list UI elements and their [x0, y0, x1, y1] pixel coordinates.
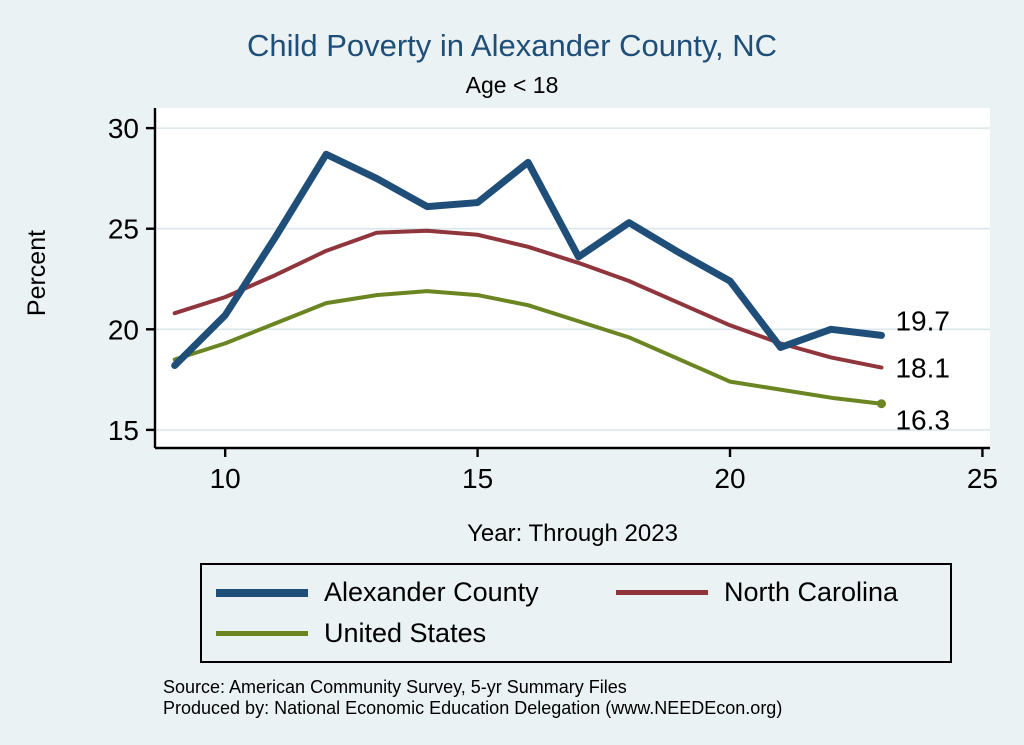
x-axis-label: Year: Through 2023: [467, 520, 678, 547]
svg-text:20: 20: [108, 314, 139, 345]
svg-text:30: 30: [108, 113, 139, 144]
legend-label-alexander-county: Alexander County: [324, 577, 539, 607]
source-note: Source: American Community Survey, 5-yr …: [163, 677, 627, 697]
svg-text:15: 15: [108, 415, 139, 446]
legend: Alexander County North Carolina United S…: [200, 563, 952, 663]
legend-label-north-carolina: North Carolina: [724, 577, 899, 607]
svg-text:18.1: 18.1: [895, 353, 950, 384]
plot-area: 15 20 25 30 10 15 20 25 19.7 18.1 16.3: [108, 108, 998, 494]
united-states-line-swatch: [216, 631, 308, 636]
svg-text:20: 20: [714, 463, 745, 494]
svg-text:19.7: 19.7: [895, 305, 950, 336]
chart-title: Child Poverty in Alexander County, NC: [246, 28, 778, 63]
legend-item-alexander-county: Alexander County: [216, 577, 616, 608]
legend-item-united-states: United States: [216, 618, 616, 649]
north-carolina-line-swatch: [616, 590, 708, 595]
svg-text:16.3: 16.3: [895, 405, 950, 436]
svg-text:25: 25: [967, 463, 998, 494]
svg-text:10: 10: [210, 463, 241, 494]
svg-text:15: 15: [462, 463, 493, 494]
legend-label-united-states: United States: [324, 618, 487, 648]
producer-note: Produced by: National Economic Education…: [163, 698, 783, 719]
chart-subtitle: Age < 18: [465, 72, 559, 98]
svg-text:25: 25: [108, 214, 139, 245]
alexander-county-line-swatch: [216, 588, 308, 597]
footer-notes: Source: American Community Survey, 5-yr …: [163, 677, 782, 719]
legend-item-north-carolina: North Carolina: [616, 577, 940, 608]
